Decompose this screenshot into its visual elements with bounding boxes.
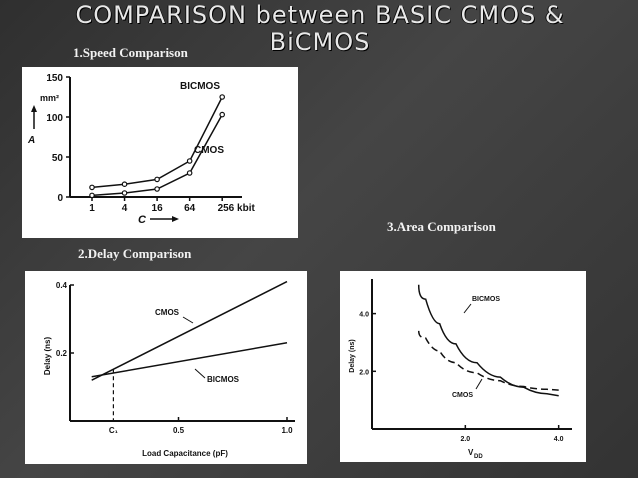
series-label-cmos: CMOS (452, 392, 473, 399)
data-point (89, 184, 95, 191)
speed-caption: 1.Speed Comparison (73, 45, 188, 60)
x-axis-label: V (468, 448, 474, 457)
unit-label: mm² (40, 93, 59, 103)
series-line-cmos (417, 330, 559, 391)
y-axis-label: A (27, 135, 35, 146)
x-axis-label: Load Capacitance (pF) (142, 449, 228, 458)
data-point (186, 170, 193, 176)
x-tick-label: 0.5 (173, 426, 185, 435)
delay-caption: 2.Delay Comparison (78, 246, 192, 261)
speed-chart: 0 50 100 150 1 4 16 64 256 kbit mm² A C BICMOS CMOS (27, 73, 256, 226)
x-tick-label: 4 (122, 203, 128, 214)
marker-label: C₁ (109, 426, 119, 435)
series-label-cmos: CMOS (155, 308, 180, 317)
data-point (121, 181, 128, 188)
x-axis-label-subscript: DD (474, 454, 483, 460)
series-line-bicmos (91, 342, 288, 378)
series-label-cmos: CMOS (194, 145, 224, 156)
x-tick-label: 256 kbit (218, 203, 256, 214)
series-label-bicmos: BICMOS (207, 375, 240, 384)
x-tick-label: 1 (89, 203, 95, 214)
data-point (121, 190, 128, 196)
series-label-bicmos: BICMOS (180, 81, 220, 92)
y-tick-label: 0 (57, 193, 63, 204)
y-tick-label: 4.0 (359, 312, 369, 319)
x-tick-label: 4.0 (554, 436, 564, 443)
x-tick-label: 2.0 (460, 436, 470, 443)
series-line-bicmos (91, 96, 223, 189)
y-tick-label: 50 (52, 153, 64, 164)
y-tick-label: 100 (46, 113, 63, 124)
series-label-bicmos: BICMOS (472, 296, 500, 303)
data-point (219, 111, 226, 118)
y-tick-label: 150 (46, 73, 63, 84)
slide-title: COMPARISON between BASIC CMOS & BiCMOS (75, 1, 565, 56)
delay-chart-panel: 0.2 0.4 0.5 1.0 Delay (ns) Load Capacitance (… (25, 271, 307, 464)
y-axis-label: Delay (ns) (43, 337, 52, 376)
data-point (154, 176, 160, 183)
data-point (186, 158, 193, 164)
data-point (154, 186, 160, 192)
area-chart: 2.0 4.0 2.0 4.0 Delay (ns) V DD BICMOS CMOS (349, 279, 572, 460)
y-axis-label: Delay (ns) (349, 339, 356, 372)
y-tick-label: 0.4 (56, 281, 68, 290)
leader-line (475, 378, 483, 390)
area-caption: 3.Area Comparison (387, 219, 496, 234)
data-point (219, 94, 226, 100)
x-tick-label: 16 (152, 203, 164, 214)
y-tick-label: 0.2 (56, 349, 68, 358)
area-chart-panel: 2.0 4.0 2.0 4.0 Delay (ns) V DD BICMOS CMOS (340, 271, 586, 462)
y-arrow-head (31, 105, 37, 112)
x-tick-label: 64 (184, 203, 196, 214)
leader-line (182, 316, 194, 324)
speed-chart-panel: 0 50 100 150 1 4 16 64 256 kbit mm² A C BICMOS CMOS (22, 67, 298, 238)
x-arrow-head (172, 216, 179, 222)
y-tick-label: 2.0 (359, 369, 369, 376)
data-point (89, 192, 95, 199)
leader-line (194, 368, 206, 379)
x-tick-label: 1.0 (281, 426, 293, 435)
leader-line (463, 303, 472, 314)
series-line-cmos (91, 280, 288, 381)
x-axis-label: C (138, 214, 147, 226)
delay-chart: 0.2 0.4 0.5 1.0 Delay (ns) Load Capacitance (… (43, 280, 295, 458)
